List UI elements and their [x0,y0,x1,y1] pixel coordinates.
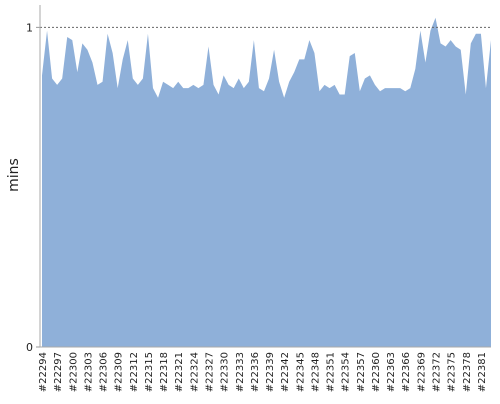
x-tick-label: #22366 [401,352,412,392]
x-tick-label: #22348 [310,352,321,392]
x-tick-label: #22345 [295,352,306,392]
x-tick-label: #22375 [447,352,458,392]
x-tick-label: #22300 [68,352,79,392]
y-tick-label: 0 [26,341,33,354]
x-tick-label: #22360 [371,352,382,392]
x-tick-label: #22306 [99,352,110,392]
x-tick-label: #22333 [235,352,246,392]
x-tick-label: #22318 [159,352,170,392]
x-tick-label: #22297 [53,352,64,392]
x-tick-label: #22336 [250,352,261,392]
x-tick-label: #22315 [144,352,155,392]
x-tick-label: #22339 [265,352,276,392]
y-tick-label: 1 [26,21,33,34]
x-tick-label: #22309 [114,352,125,392]
x-tick-label: #22372 [432,352,443,392]
x-tick-label: #22327 [204,352,215,392]
x-tick-label: #22369 [416,352,427,392]
x-tick-label: #22324 [189,352,200,392]
y-axis-label: mins [6,158,22,192]
x-tick-label: #22294 [38,352,49,392]
x-tick-label: #22363 [386,352,397,392]
area [42,17,491,348]
x-tick-label: #22321 [174,352,185,392]
x-tick-label: #22351 [326,352,337,392]
x-tick-label: #22312 [129,352,140,392]
x-tick-label: #22354 [341,352,352,392]
x-tick-label: #22357 [356,352,367,392]
x-tick-label: #22303 [83,352,94,392]
x-tick-label: #22330 [220,352,231,392]
x-tick-label: #22378 [462,352,473,392]
x-tick-label: #22342 [280,352,291,392]
x-tick-label: #22381 [477,352,488,392]
